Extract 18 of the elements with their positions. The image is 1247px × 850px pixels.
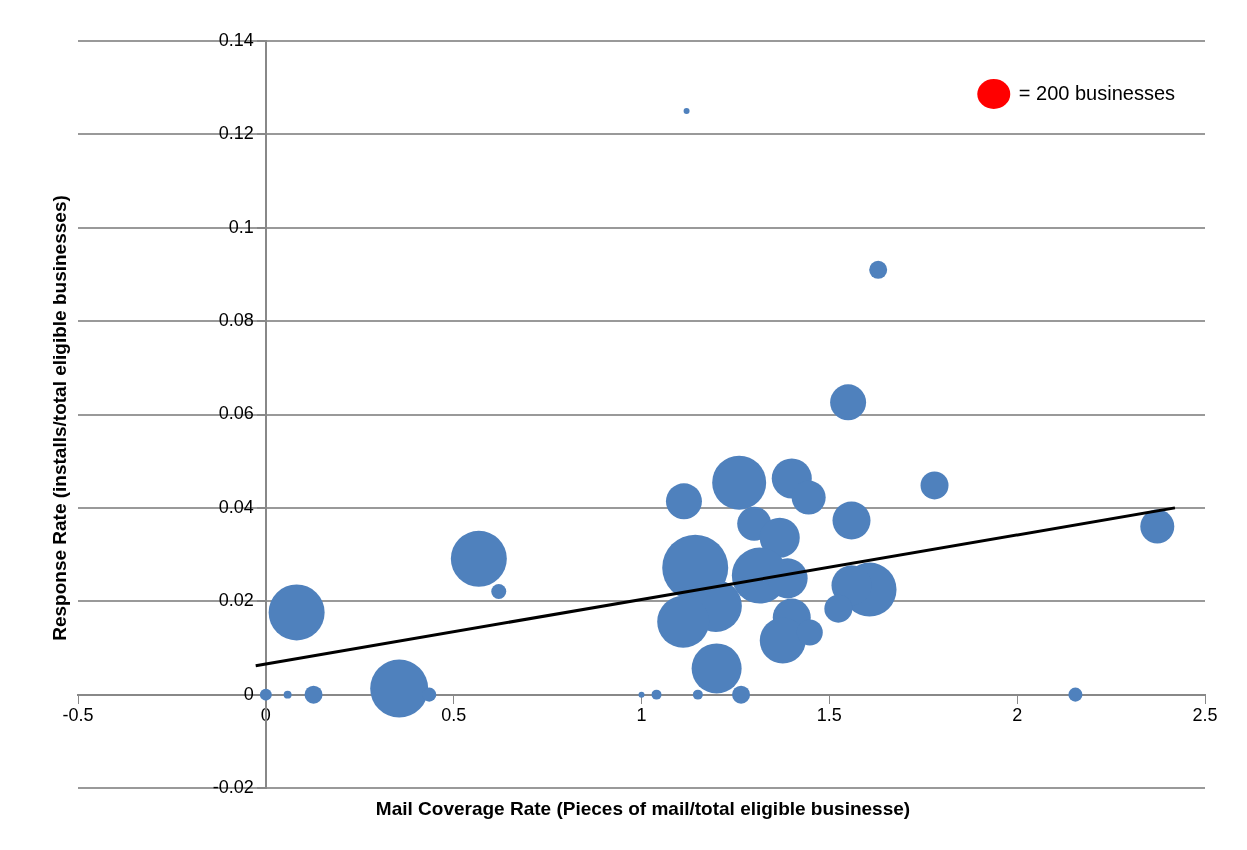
y-tick-label: 0.08 bbox=[218, 310, 254, 331]
y-tick-label: -0.02 bbox=[212, 776, 254, 797]
y-tick-label: 0.06 bbox=[218, 403, 254, 424]
y-tick-label: 0.02 bbox=[218, 590, 254, 611]
y-tick-label: 0.1 bbox=[228, 216, 254, 237]
x-tick-label: 2 bbox=[1012, 705, 1023, 726]
x-tick-label: 1.5 bbox=[816, 705, 842, 726]
x-tick-label: 1 bbox=[636, 705, 647, 726]
y-tick-label: 0.04 bbox=[218, 496, 254, 517]
legend-label: = 200 businesses bbox=[1018, 81, 1176, 104]
x-axis-title: Mail Coverage Rate (Pieces of mail/total eligible businesse) bbox=[374, 798, 912, 820]
x-tick-label: 2.5 bbox=[1192, 705, 1218, 726]
y-tick-label: 0.12 bbox=[218, 123, 254, 144]
y-tick-label: 0 bbox=[243, 683, 254, 704]
y-axis-title: Response Rate (installs/total eligible businesses) bbox=[49, 195, 71, 641]
x-tick-label: -0.5 bbox=[62, 705, 94, 726]
y-tick-label: 0.14 bbox=[218, 29, 254, 50]
x-tick-label: 0.5 bbox=[441, 705, 467, 726]
